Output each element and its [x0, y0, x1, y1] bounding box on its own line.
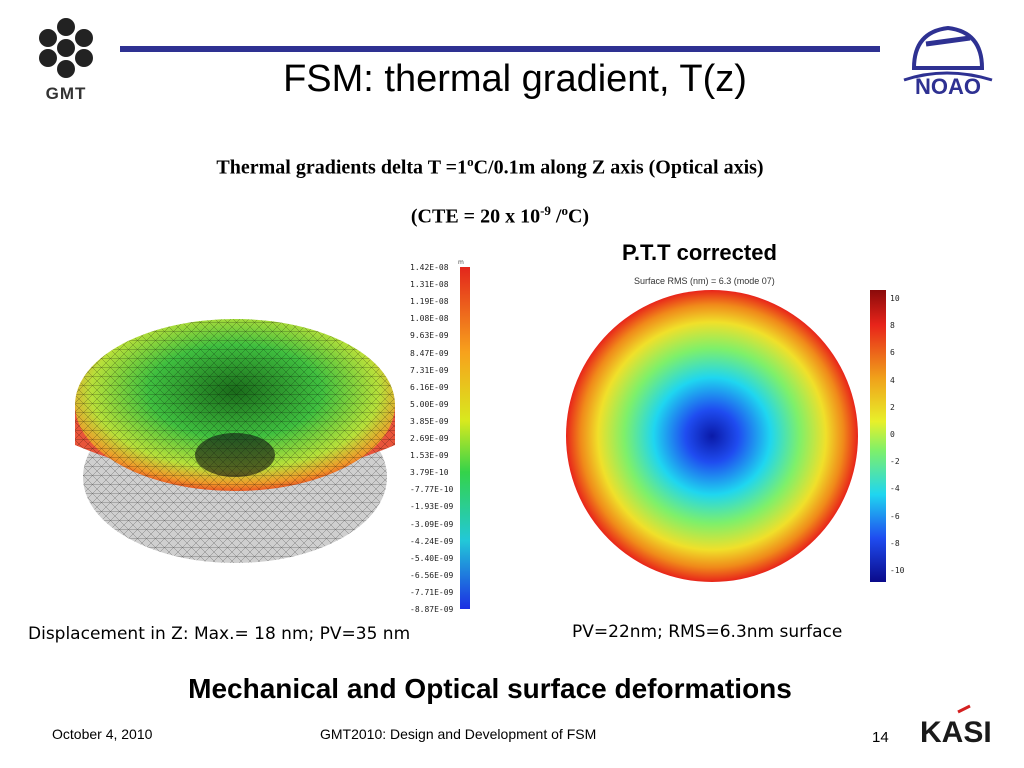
- fem-colorbar-ticks: 1.42E-08 1.31E-08 1.19E-08 1.08E-08 9.63E-09…: [410, 263, 458, 614]
- colorbar-tick-label: 5.00E-09: [410, 399, 449, 409]
- kasi-logo: KASI: [920, 704, 990, 749]
- noao-logo: NOAO: [896, 10, 996, 100]
- colorbar-tick-label: 10: [890, 294, 900, 303]
- subtitle-2-exponent: -9: [540, 203, 551, 218]
- subtitle-cte: (CTE = 20 x 10-9 /oC): [200, 203, 800, 229]
- colorbar-tick-label: -6.56E-09: [410, 570, 454, 580]
- colorbar-tick-label: 2: [890, 402, 895, 412]
- colorbar-tick-label: 8.47E-09: [410, 348, 449, 358]
- observatory-dome-icon: NOAO: [903, 25, 993, 99]
- fem-colorbar: [460, 267, 470, 609]
- pv-rms-caption: PV=22nm; RMS=6.3nm surface: [572, 622, 843, 642]
- subtitle-thermal-gradient: Thermal gradients delta T =1oC/0.1m alon…: [40, 154, 940, 180]
- colorbar-tick-label: 1.42E-08: [410, 263, 449, 272]
- colorbar-tick-label: 4: [890, 375, 895, 385]
- gmt-logo: [39, 18, 93, 78]
- colorbar-tick-label: 6: [890, 348, 895, 358]
- subtitle-1-prefix: Thermal gradients delta T =1: [216, 156, 468, 179]
- kasi-logo-text: KASI: [920, 716, 990, 749]
- colorbar-tick-label: -4.24E-09: [410, 536, 454, 546]
- fem-colorbar-unit: m: [458, 259, 464, 266]
- footer-title: GMT2010: Design and Development of FSM: [320, 726, 597, 742]
- colorbar-tick-label: 3.85E-09: [410, 416, 449, 426]
- colorbar-tick-label: -5.40E-09: [410, 553, 454, 563]
- subtitle-2-degree: o: [561, 203, 568, 218]
- colorbar-tick-label: 1.08E-08: [410, 314, 449, 324]
- colorbar-tick-label: -7.71E-09: [410, 587, 454, 597]
- gmt-logo-text: GMT: [45, 84, 87, 103]
- colorbar-tick-label: 7.31E-09: [410, 365, 449, 375]
- ptt-corrected-label: P.T.T corrected: [622, 240, 777, 265]
- fem-displacement-plot: m: [75, 259, 470, 609]
- colorbar-tick-label: -10: [890, 566, 905, 575]
- surface-disc: [566, 290, 858, 582]
- colorbar-tick-label: 8: [890, 321, 895, 331]
- surface-colorbar-ticks: 10 8 6 4 2 0 -2 -4 -6 -8 -10: [890, 294, 920, 584]
- bottom-title: Mechanical and Optical surface deformati…: [188, 673, 792, 704]
- subtitle-2-suffix: C): [567, 205, 590, 228]
- colorbar-tick-label: -3.09E-09: [410, 519, 454, 529]
- colorbar-tick-label: 0: [890, 430, 895, 439]
- surface-rms-label: Surface RMS (nm) = 6.3 (mode 07): [634, 276, 775, 286]
- slide-title: FSM: thermal gradient, T(z): [283, 58, 747, 100]
- page-number: 14: [872, 729, 889, 746]
- colorbar-tick-label: 9.63E-09: [410, 331, 449, 341]
- colorbar-tick-label: 1.53E-09: [410, 451, 449, 461]
- subtitle-1-suffix: C/0.1m along Z axis (Optical axis): [473, 156, 764, 179]
- colorbar-tick-label: -2: [890, 457, 900, 467]
- surface-rms-map: [566, 290, 886, 582]
- subtitle-1-degree: o: [467, 154, 474, 169]
- noao-logo-text: NOAO: [915, 74, 981, 99]
- title-divider: [120, 46, 880, 52]
- colorbar-tick-label: 1.19E-08: [410, 297, 449, 307]
- colorbar-tick-label: -8.87E-09: [410, 605, 454, 614]
- colorbar-tick-label: 6.16E-09: [410, 382, 449, 392]
- colorbar-tick-label: 2.69E-09: [410, 434, 449, 443]
- surface-colorbar: [870, 290, 886, 582]
- colorbar-tick-label: -6: [890, 511, 900, 521]
- colorbar-tick-label: -8: [890, 538, 900, 548]
- colorbar-tick-label: -4: [890, 484, 900, 494]
- footer-date: October 4, 2010: [52, 726, 153, 742]
- colorbar-tick-label: -1.93E-09: [410, 502, 454, 512]
- displacement-caption: Displacement in Z: Max.= 18 nm; PV=35 nm: [28, 624, 411, 644]
- subtitle-2-prefix: (CTE = 20 x 10: [410, 205, 541, 228]
- colorbar-tick-label: -7.77E-10: [410, 485, 454, 495]
- subtitle-2-mid: /: [550, 205, 562, 228]
- colorbar-tick-label: 1.31E-08: [410, 280, 449, 290]
- colorbar-tick-label: 3.79E-10: [410, 468, 449, 478]
